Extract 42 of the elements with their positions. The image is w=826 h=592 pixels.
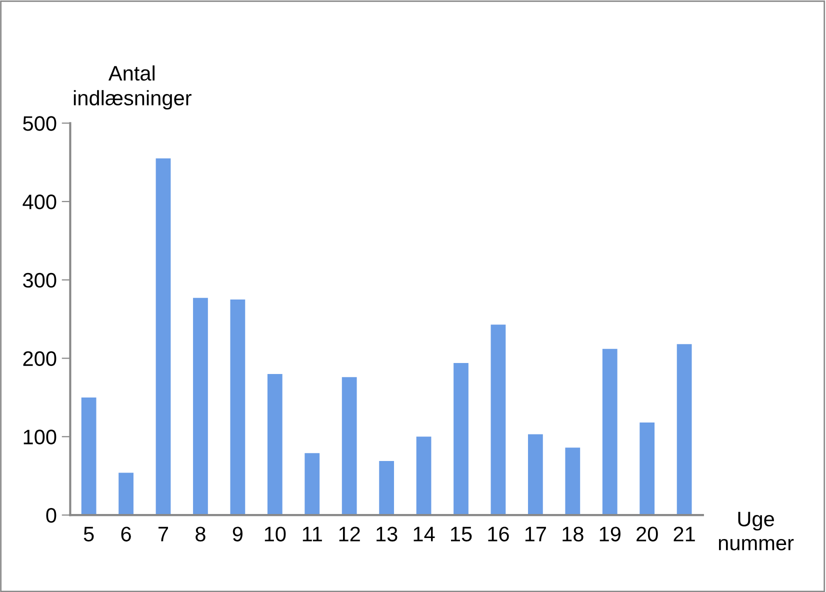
x-tick-label: 14	[414, 526, 435, 542]
y-tick-label: 500	[23, 116, 56, 131]
bar	[304, 453, 320, 516]
bar	[640, 422, 655, 516]
x-tick-label: 17	[525, 526, 546, 542]
x-tick-label: 12	[339, 526, 360, 542]
x-tick-label: 8	[196, 526, 206, 542]
bar	[416, 436, 432, 516]
bar	[602, 348, 618, 516]
bar	[379, 460, 394, 516]
x-tick-label: 11	[302, 526, 322, 542]
x-tick-label: 13	[376, 526, 398, 542]
x-tick-label: 21	[674, 526, 695, 542]
bar	[342, 377, 357, 516]
x-tick-label: 18	[562, 526, 584, 542]
y-tick-label: 100	[24, 430, 56, 444]
bar	[81, 397, 96, 516]
bar	[454, 362, 468, 516]
x-tick-label: 15	[451, 526, 472, 542]
x-tick-label: 7	[158, 526, 168, 542]
bar	[676, 344, 692, 516]
x-axis-title: Uge nummer	[718, 512, 794, 550]
y-tick-label: 300	[23, 272, 56, 288]
y-tick-label: 0	[46, 508, 56, 523]
bar	[490, 324, 506, 516]
y-axis-title: Antal indlæsninger	[74, 65, 192, 110]
bar	[230, 299, 246, 516]
y-tick-label: 200	[23, 351, 56, 366]
x-tick-label: 16	[488, 526, 509, 542]
bar	[528, 434, 543, 516]
bar	[267, 374, 282, 516]
bar	[118, 472, 134, 516]
x-tick-label: 10	[264, 526, 286, 542]
x-tick-label: 5	[84, 526, 94, 542]
x-tick-label: 9	[232, 526, 242, 542]
x-tick-label: 19	[600, 526, 620, 542]
bar	[156, 158, 171, 516]
x-tick-label: 6	[121, 526, 131, 542]
y-tick-label: 400	[22, 194, 56, 210]
x-tick-label: 20	[636, 526, 658, 542]
bar	[193, 298, 208, 516]
bar	[565, 448, 580, 516]
